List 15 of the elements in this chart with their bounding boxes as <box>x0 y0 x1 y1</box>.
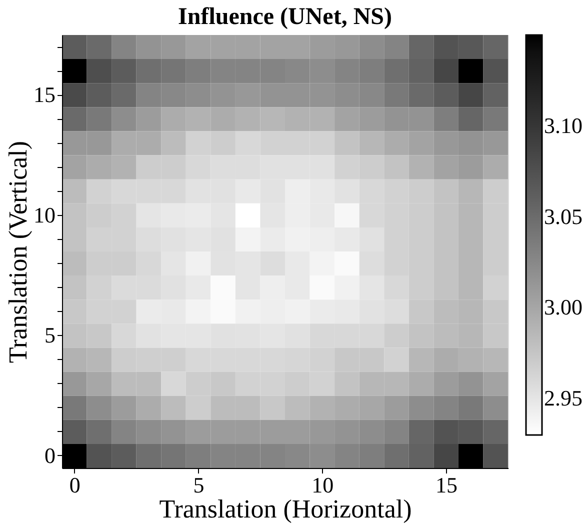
chart-title: Influence (UNet, NS) <box>178 4 392 30</box>
y-axis-title: Translation (Vertical) <box>4 140 32 364</box>
x-tick-label: 0 <box>69 472 80 498</box>
x-tick-label: 10 <box>312 472 334 498</box>
color-bar-label: 2.95 <box>544 386 582 411</box>
color-bar-label: 3.10 <box>544 112 582 138</box>
x-axis-title: Translation (Horizontal) <box>159 494 412 524</box>
color-bar-label: 3.05 <box>544 204 582 229</box>
y-tick-label: 15 <box>34 82 56 108</box>
x-tick-label: 15 <box>436 472 458 498</box>
y-tick-label: 10 <box>34 202 56 228</box>
color-bar-label: 3.00 <box>544 294 582 320</box>
y-tick-label: 5 <box>44 322 56 348</box>
y-tick-label: 0 <box>44 442 56 468</box>
x-tick-label: 5 <box>193 472 204 498</box>
